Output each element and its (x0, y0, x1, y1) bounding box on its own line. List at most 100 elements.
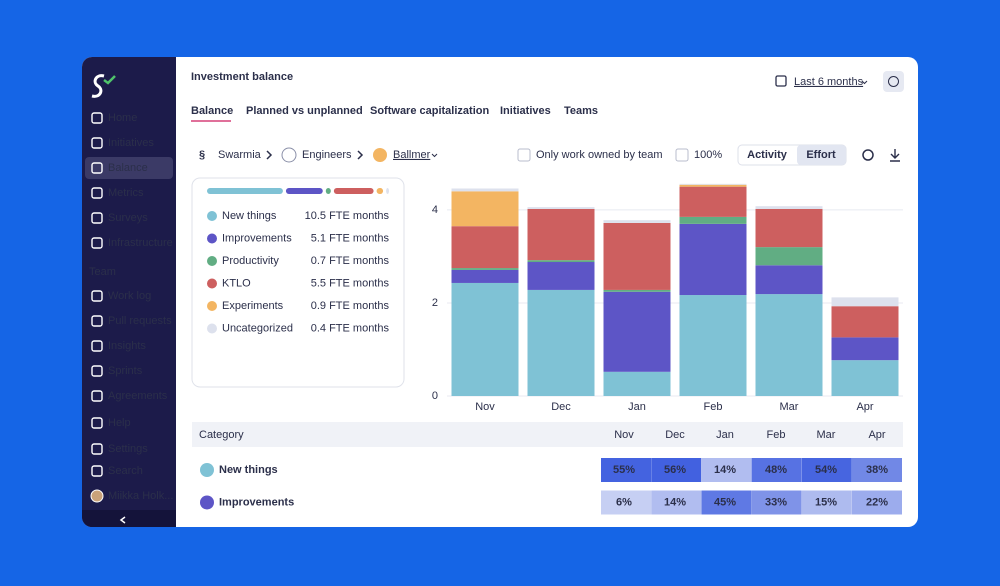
info-icon (888, 76, 899, 87)
table-cell (701, 458, 752, 482)
bar-segment (831, 306, 899, 338)
legend-name: Experiments (222, 300, 284, 312)
row-name: New things (219, 464, 278, 476)
nav-section: Team (89, 266, 116, 278)
legend-fte: 0.4 FTE months (311, 322, 390, 334)
table-header-cell: Nov (614, 429, 634, 441)
tab[interactable]: Planned vs unplanned (246, 105, 363, 117)
team-icon (373, 148, 387, 162)
nav-item[interactable]: Home (108, 112, 137, 124)
bar-segment (451, 268, 519, 270)
sidebar (82, 57, 176, 527)
bar-segment (603, 222, 671, 290)
legend-bar-segment (333, 188, 374, 194)
checkbox-label: Only work owned by team (536, 149, 663, 161)
nav-icon (91, 443, 103, 455)
collapse-icon[interactable] (119, 516, 126, 524)
tab[interactable]: Initiatives (500, 105, 551, 117)
table-cell (801, 458, 852, 482)
bar-segment (679, 183, 747, 185)
y-tick-label: 0 (432, 390, 438, 402)
nav-item[interactable]: Settings (108, 443, 148, 455)
table-cell-label: 55% (613, 464, 635, 476)
y-tick-label: 4 (432, 204, 438, 216)
legend-fte: 5.5 FTE months (311, 277, 390, 289)
nav-item[interactable]: Pull requests (108, 315, 172, 327)
bar-segment (831, 337, 899, 361)
table-cell (801, 490, 852, 515)
sep (266, 150, 273, 160)
logo[interactable] (91, 74, 105, 98)
table-cell (751, 490, 802, 515)
checkbox[interactable] (517, 148, 531, 162)
collapse-bar[interactable] (82, 510, 176, 527)
toggle-active (797, 145, 846, 165)
tab[interactable]: Balance (191, 105, 233, 117)
nav-item[interactable]: Initiatives (108, 137, 154, 149)
tab[interactable]: Teams (564, 105, 598, 117)
nav-icon (91, 390, 103, 402)
user-name[interactable]: Miikka Holk... (108, 490, 173, 502)
bar-segment (755, 208, 823, 248)
y-tick-label: 2 (432, 297, 438, 309)
toggle-option[interactable]: Effort (806, 149, 836, 161)
swarmia-icon: § (199, 149, 205, 161)
table-cell-label: 48% (765, 464, 787, 476)
nav-icon (91, 365, 103, 377)
breadcrumb[interactable]: Engineers (302, 149, 352, 161)
table-header (192, 422, 903, 447)
legend-bar-segment (376, 188, 384, 194)
nav-item[interactable]: Work log (108, 290, 151, 302)
table-header-cell: Jan (716, 429, 734, 441)
checkbox[interactable] (675, 148, 689, 162)
legend-fte: 5.1 FTE months (311, 232, 390, 244)
app-window: Home Initiatives Balance Metrics Surveys Infr… (82, 57, 918, 527)
nav-item[interactable]: Metrics (108, 187, 144, 199)
nav-icon (91, 417, 103, 429)
table-cell-label: 15% (815, 496, 837, 508)
legend-fte: 10.5 FTE months (305, 210, 390, 222)
table-cell-label: 56% (664, 464, 686, 476)
settings-icon[interactable] (862, 149, 874, 161)
bar-segment (755, 294, 823, 396)
period-select[interactable]: Last 6 months (794, 76, 864, 88)
bar-segment (451, 188, 519, 192)
nav-item[interactable]: Search (108, 465, 143, 477)
row-name: Improvements (219, 496, 294, 508)
row-dot (200, 495, 214, 510)
table-cell-label: 45% (714, 496, 736, 508)
nav-selected (85, 157, 173, 179)
breadcrumb[interactable]: Ballmer (393, 149, 431, 161)
table-cell-label: 54% (815, 464, 837, 476)
x-tick-label: Mar (780, 401, 799, 413)
tab[interactable]: Software capitalization (370, 105, 489, 117)
nav-icon (91, 315, 103, 327)
bar-segment (755, 265, 823, 295)
table-header-cell: Feb (767, 429, 786, 441)
legend-fte: 0.9 FTE months (311, 300, 390, 312)
bar-segment (603, 291, 671, 372)
legend-dot (207, 323, 217, 334)
bar-segment (603, 371, 671, 396)
legend-bar-segment (285, 188, 323, 194)
nav-item[interactable]: Surveys (108, 212, 148, 224)
legend-name: Productivity (222, 255, 279, 267)
row-dot (200, 463, 214, 477)
info-button[interactable] (883, 71, 904, 92)
bar-segment (679, 295, 747, 396)
nav-item[interactable]: Infrastructure (108, 237, 173, 249)
nav-item[interactable]: Insights (108, 340, 146, 352)
bar-segment (755, 206, 823, 209)
legend-name: KTLO (222, 277, 251, 289)
download-icon[interactable] (890, 149, 900, 162)
nav-item[interactable]: Agreements (108, 390, 168, 402)
nav-item[interactable]: Help (108, 417, 131, 429)
bar-segment (527, 208, 595, 261)
breadcrumb[interactable]: Swarmia (218, 149, 262, 161)
toggle-option[interactable]: Activity (747, 149, 788, 161)
logo-check (103, 75, 116, 85)
nav-item[interactable]: Balance (108, 162, 148, 174)
table-cell (701, 490, 752, 515)
nav-item[interactable]: Sprints (108, 365, 143, 377)
